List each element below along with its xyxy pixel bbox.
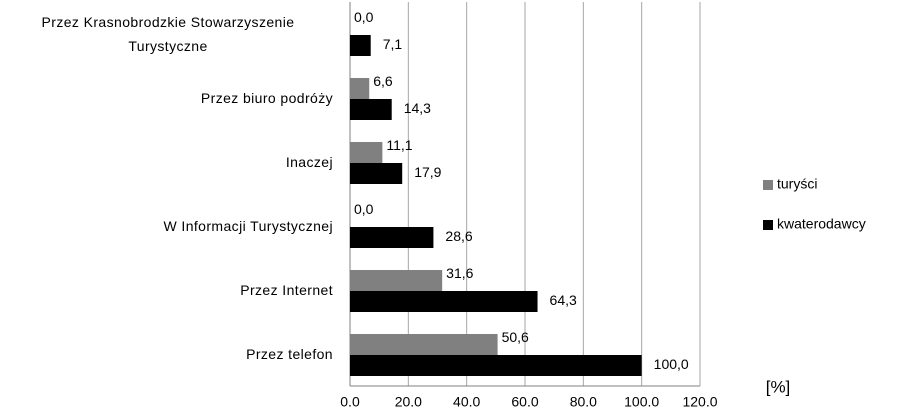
category-label: W Informacji Turystycznej [0, 214, 333, 238]
category-text: W Informacji Turystycznej [163, 218, 333, 234]
value-label: 14,3 [404, 100, 431, 116]
category-text: Przez telefon [246, 346, 333, 362]
value-label: 0,0 [354, 201, 374, 217]
x-tick-label: 60.0 [511, 394, 538, 410]
bar [350, 291, 538, 312]
bar [350, 99, 392, 120]
bar [350, 35, 371, 56]
category-label: Inaczej [0, 150, 333, 174]
value-label: 11,1 [386, 137, 412, 153]
value-label: 50,6 [502, 329, 529, 345]
category-label: Przez telefon [0, 342, 333, 366]
x-tick-label: 20.0 [395, 394, 422, 410]
x-tick-label: 0.0 [340, 394, 360, 410]
category-text: Przez Internet [240, 282, 333, 298]
bar [350, 270, 443, 291]
value-label: 7,1 [383, 36, 403, 52]
category-label: Przez Krasnobrodzkie Stowarzyszenie Tury… [0, 10, 333, 58]
x-axis-label: [%] [766, 377, 791, 396]
category-text: Przez Krasnobrodzkie Stowarzyszenie Tury… [41, 14, 295, 54]
x-tick-label: 120.0 [682, 394, 717, 410]
value-label: 17,9 [414, 164, 441, 180]
bar [350, 355, 642, 376]
value-label: 6,6 [373, 73, 393, 89]
value-label: 0,0 [354, 9, 374, 25]
bar [350, 142, 383, 163]
value-label: 64,3 [550, 292, 577, 308]
value-label: 100,0 [654, 356, 689, 372]
x-tick-label: 100.0 [624, 394, 659, 410]
value-label: 31,6 [446, 265, 473, 281]
bar [350, 334, 498, 355]
legend-swatch [763, 220, 773, 230]
x-tick-label: 80.0 [570, 394, 597, 410]
bar [350, 163, 403, 184]
legend-swatch [763, 180, 773, 190]
category-text: Inaczej [285, 154, 333, 170]
category-text: Przez biuro podróży [200, 90, 333, 106]
category-label: Przez Internet [0, 278, 333, 302]
x-tick-label: 40.0 [453, 394, 480, 410]
legend-label: kwaterodawcy [777, 216, 866, 232]
category-label: Przez biuro podróży [0, 86, 333, 110]
bar [350, 78, 370, 99]
value-label: 28,6 [445, 228, 472, 244]
bar [350, 227, 434, 248]
legend-label: turyści [777, 176, 817, 192]
